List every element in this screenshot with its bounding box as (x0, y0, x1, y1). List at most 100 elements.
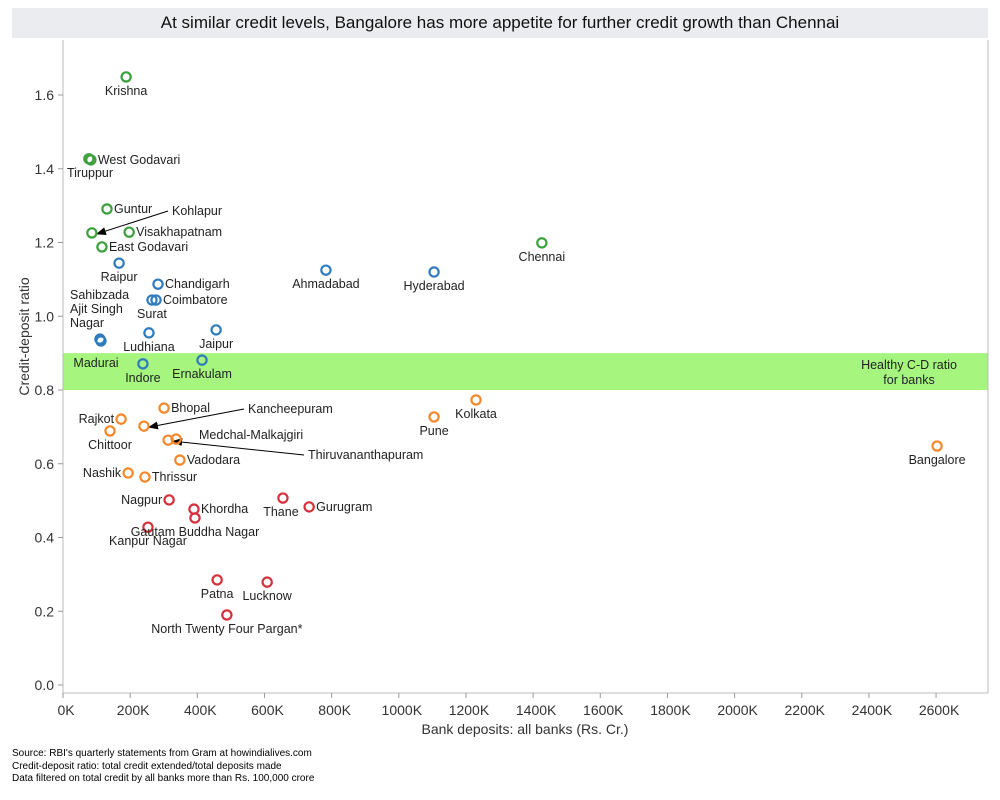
x-tick-label: 800K (318, 702, 351, 718)
point-thrissur (139, 471, 151, 483)
point-bhopal (158, 402, 170, 414)
label-chittoor: Chittoor (88, 438, 132, 452)
label-thrissur: Thrissur (152, 470, 197, 484)
y-tick-label: 0.6 (35, 456, 55, 472)
point-visakhapatnam (123, 226, 135, 238)
y-tick-label: 0.8 (35, 382, 55, 398)
label-sahibzada-ajit-singh-nagar-line1: Sahibzada (70, 288, 129, 302)
y-tick-label: 0.2 (35, 603, 55, 619)
point-krishna (120, 71, 132, 83)
point-chittoor (104, 425, 116, 437)
x-tick-label: 1200K (449, 702, 490, 718)
y-tick-label: 0.4 (35, 530, 55, 546)
point-jaipur (210, 324, 222, 336)
point-gurugram (303, 501, 315, 513)
point-lucknow (261, 576, 273, 588)
label-gautam-buddha-nagar: Gautam Buddha Nagar (131, 525, 260, 539)
label-krishna: Krishna (105, 84, 147, 98)
label-nashik: Nashik (83, 466, 122, 480)
label-pune: Pune (419, 424, 448, 438)
x-tick-label: 2400K (852, 702, 893, 718)
label-kanpur-nagar: Kanpur Nagar (109, 534, 187, 548)
y-tick-label: 1.4 (35, 161, 55, 177)
point-coimbatore (150, 294, 162, 306)
point-nashik (122, 467, 134, 479)
point-surat (146, 294, 158, 306)
label-ahmadabad: Ahmadabad (292, 277, 359, 291)
y-axis-title: Credit-deposit ratio (16, 277, 32, 395)
label-medchal-malkajgiri: Medchal-Malkajgiri (199, 428, 303, 442)
x-axis-title: Bank deposits: all banks (Rs. Cr.) (422, 721, 629, 737)
point-vadodara (174, 454, 186, 466)
x-tick-label: 600K (251, 702, 284, 718)
point-madurai (95, 335, 107, 347)
point-guntur (101, 203, 113, 215)
label-khordha: Khordha (201, 502, 248, 516)
band-label-line2: for banks (883, 373, 934, 387)
y-tick-label: 1.6 (35, 87, 55, 103)
x-tick-label: 2600K (919, 702, 960, 718)
label-thane: Thane (263, 505, 298, 519)
label-visakhapatnam: Visakhapatnam (136, 225, 222, 239)
label-rajkot: Rajkot (79, 412, 115, 426)
point-kohlapur (86, 227, 98, 239)
label-kohlapur: Kohlapur (172, 204, 222, 218)
arrow-kancheepuram (147, 408, 245, 430)
label-surat: Surat (137, 307, 167, 321)
label-west-godavari: West Godavari (98, 153, 180, 167)
label-vadodara: Vadodara (187, 453, 240, 467)
point-gautam-buddha-nagar (189, 512, 201, 524)
footnote-definition: Credit-deposit ratio: total credit exten… (12, 760, 282, 772)
label-madurai: Madurai (73, 356, 118, 370)
point-chandigarh (152, 278, 164, 290)
label-gurugram: Gurugram (316, 500, 372, 514)
label-indore: Indore (125, 371, 160, 385)
label-ernakulam: Ernakulam (172, 367, 232, 381)
point-nagpur (163, 494, 175, 506)
x-tick-label: 400K (184, 702, 217, 718)
label-thiruvananthapuram: Thiruvananthapuram (308, 448, 423, 462)
y-tick-label: 1.2 (35, 235, 55, 251)
label-bangalore: Bangalore (909, 453, 966, 467)
point-kanpur-nagar (142, 521, 154, 533)
x-tick-label: 200K (117, 702, 150, 718)
x-tick-label: 1800K (650, 702, 691, 718)
point-east-godavari (96, 241, 108, 253)
x-tick-label: 2000K (717, 702, 758, 718)
point-patna (211, 574, 223, 586)
label-east-godavari: East Godavari (109, 240, 188, 254)
chart-title: At similar credit levels, Bangalore has … (12, 8, 988, 38)
label-lucknow: Lucknow (242, 589, 292, 603)
x-tick-label: 0K (57, 702, 75, 718)
label-chennai: Chennai (519, 250, 566, 264)
label-hyderabad: Hyderabad (403, 279, 464, 293)
point-pune (428, 411, 440, 423)
band-label-line1: Healthy C-D ratio (861, 358, 957, 372)
label-sahibzada-ajit-singh-nagar-line3: Nagar (70, 316, 104, 330)
point-kancheepuram (138, 420, 150, 432)
label-ludhiana: Ludhiana (123, 340, 174, 354)
point-raipur (113, 257, 125, 269)
label-bhopal: Bhopal (171, 401, 210, 415)
arrow-kohlapur (95, 210, 169, 235)
x-tick-label: 1400K (516, 702, 557, 718)
y-tick-label: 1.0 (35, 308, 55, 324)
point-kolkata (470, 394, 482, 406)
footnote-filter: Data filtered on total credit by all ban… (12, 773, 315, 784)
point-ludhiana (143, 327, 155, 339)
label-jaipur: Jaipur (199, 337, 233, 351)
point-thiruvananthapuram (162, 434, 174, 446)
x-tick-label: 1600K (583, 702, 624, 718)
point-thane (277, 492, 289, 504)
point-rajkot (115, 413, 127, 425)
label-raipur: Raipur (101, 270, 138, 284)
point-bangalore (931, 440, 943, 452)
label-sahibzada-ajit-singh-nagar-line2: Ajit Singh (70, 302, 123, 316)
x-tick-label: 1000K (382, 702, 423, 718)
point-tiruppur (83, 153, 95, 165)
label-patna: Patna (201, 587, 234, 601)
label-kancheepuram: Kancheepuram (248, 402, 333, 416)
label-guntur: Guntur (114, 202, 152, 216)
label-chandigarh: Chandigarh (165, 277, 230, 291)
